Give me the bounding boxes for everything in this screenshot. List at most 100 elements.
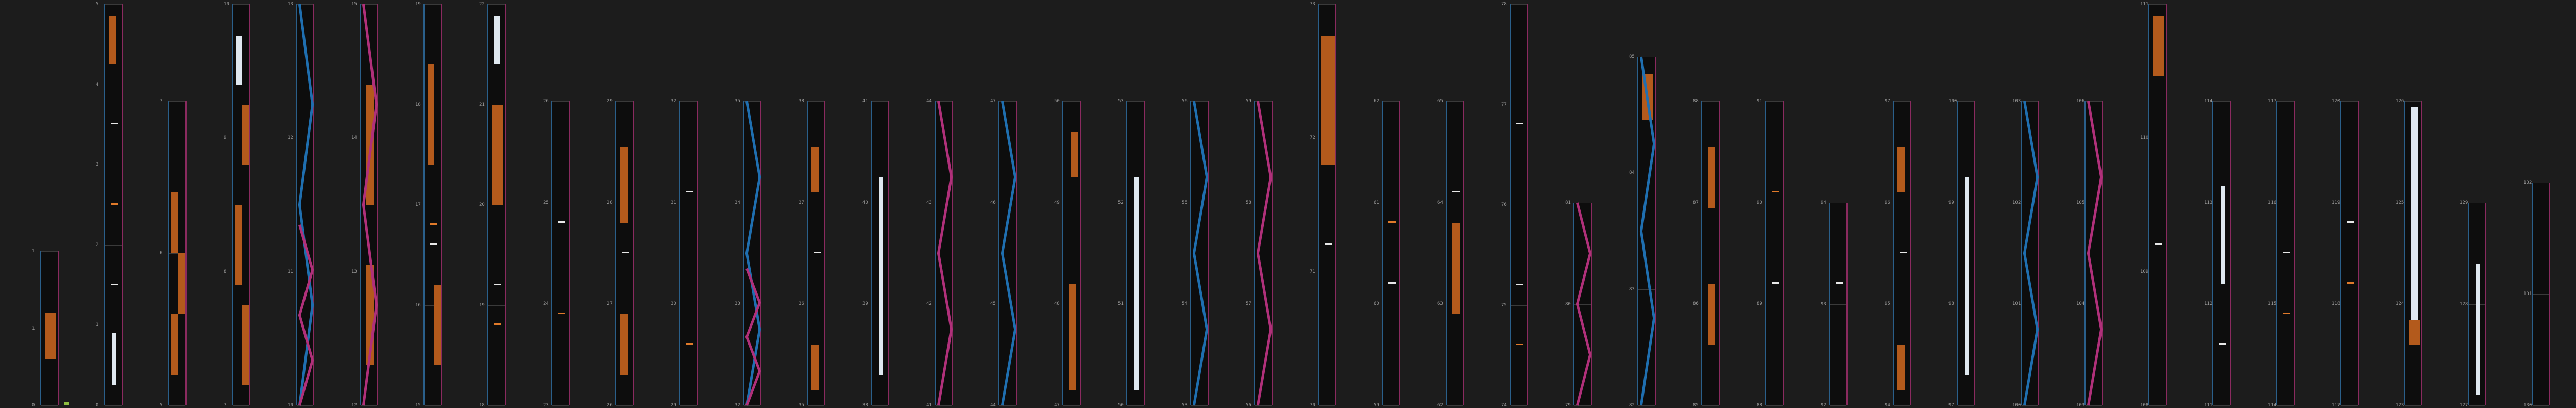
chart-lane[interactable] [423,4,442,406]
slide-path-blue[interactable] [1191,101,1210,406]
tap-note[interactable] [557,221,566,223]
hold-note[interactable] [811,146,819,192]
chart-lane[interactable] [232,4,250,406]
slide-path-pink[interactable] [2086,101,2104,406]
chart-lane[interactable] [2404,101,2422,406]
tap-note[interactable] [430,243,438,245]
chart-lane[interactable] [1126,101,1145,406]
tap-note[interactable] [2282,313,2291,314]
hold-note[interactable] [45,313,56,360]
chart-lane[interactable] [2532,183,2550,406]
tap-note[interactable] [1771,282,1780,284]
chart-lane[interactable] [1318,4,1336,406]
hold-note[interactable] [620,146,628,223]
hold-note[interactable] [366,265,374,366]
chart-lane[interactable] [2148,4,2167,406]
tap-note[interactable] [1899,252,1907,253]
hold-note[interactable] [1452,223,1460,314]
chart-lane[interactable] [1254,101,1274,406]
slide-path-pink[interactable] [297,4,315,406]
chart-lane[interactable] [1573,202,1592,406]
tap-note[interactable] [685,343,693,345]
hold-note[interactable] [1642,74,1653,120]
slide-path-blue[interactable] [999,101,1018,406]
hold-note[interactable] [1897,146,1905,192]
hold-note[interactable] [236,36,242,85]
tap-note[interactable] [1324,243,1332,245]
tap-note[interactable] [1452,191,1460,192]
tap-note[interactable] [110,203,118,205]
hold-note[interactable] [620,314,628,375]
hold-note[interactable] [811,345,819,390]
chart-lane[interactable] [40,251,59,406]
tap-note[interactable] [494,283,502,285]
hold-note[interactable] [1965,177,1969,375]
hold-note[interactable] [494,16,500,64]
chart-lane[interactable] [2340,101,2359,406]
chart-lane[interactable] [296,4,315,406]
tap-note[interactable] [1516,123,1524,125]
hold-note[interactable] [171,314,178,375]
hold-note[interactable] [1071,132,1078,177]
hold-note[interactable] [879,177,883,375]
tap-note[interactable] [1835,282,1843,284]
tap-note[interactable] [1388,221,1396,223]
hold-note[interactable] [1134,177,1139,390]
hold-note[interactable] [2221,186,2225,284]
slide-path-blue[interactable] [297,4,315,406]
hold-note[interactable] [428,64,434,165]
chart-lane[interactable] [2468,203,2486,406]
hold-note[interactable] [178,253,186,314]
hold-note[interactable] [1320,36,1336,165]
tap-note[interactable] [1388,282,1396,284]
chart-lane[interactable] [1446,101,1464,406]
slide-path-pink[interactable] [936,101,954,406]
hold-note[interactable] [1897,345,1905,390]
chart-lane[interactable] [871,101,889,406]
chart-lane[interactable] [1062,101,1081,406]
chart-lane[interactable] [1510,4,1528,406]
chart-lane[interactable] [551,101,570,406]
chart-lane[interactable] [2212,101,2231,406]
playhead-marker[interactable] [64,402,69,405]
tap-note[interactable] [430,223,438,225]
slide-path-pink[interactable] [1255,101,1274,406]
hold-note[interactable] [1707,284,1716,345]
chart-lane[interactable] [1957,101,1975,406]
tap-note[interactable] [1516,283,1524,285]
tap-note[interactable] [1516,344,1524,346]
hold-note[interactable] [2410,107,2418,345]
chart-lane[interactable] [998,101,1018,406]
hold-note[interactable] [2476,263,2480,396]
tap-note[interactable] [813,252,821,253]
chart-lane[interactable] [2276,101,2295,406]
hold-note[interactable] [109,16,116,64]
chart-lane[interactable] [935,101,954,406]
slide-path-blue[interactable] [744,101,762,406]
chart-lane[interactable] [1893,101,1911,406]
chart-lane[interactable] [615,101,634,406]
chart-lane[interactable] [807,101,825,406]
tap-note[interactable] [2282,252,2291,253]
hold-note[interactable] [366,84,374,205]
chart-lane[interactable] [1701,101,1720,406]
slide-path-blue[interactable] [2022,101,2040,406]
chart-lane[interactable] [1382,101,1400,406]
chart-lane[interactable] [360,4,378,406]
chart-lane[interactable] [1765,101,1784,406]
tap-note[interactable] [621,252,630,253]
chart-lane[interactable] [168,101,187,406]
chart-lane[interactable] [104,4,123,406]
tap-note[interactable] [494,323,502,325]
chart-lane[interactable] [743,101,762,406]
hold-note[interactable] [1707,146,1716,208]
tap-note[interactable] [685,191,693,192]
hold-note[interactable] [171,192,178,253]
hold-note[interactable] [2153,16,2164,77]
chart-lane[interactable] [2084,101,2104,406]
tap-note[interactable] [2346,282,2354,284]
tap-note[interactable] [110,283,118,285]
chart-lane[interactable] [1637,56,1656,406]
hold-note[interactable] [242,305,250,386]
